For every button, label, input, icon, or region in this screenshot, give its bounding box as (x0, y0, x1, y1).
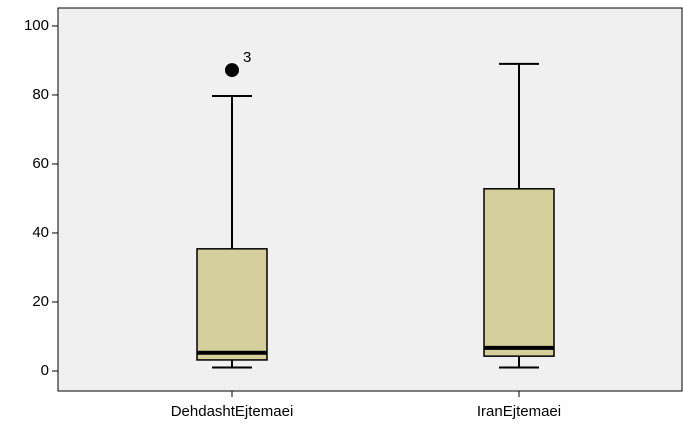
box (196, 248, 268, 361)
y-tick-label: 60 (32, 155, 49, 172)
plot-area (57, 7, 683, 392)
box (483, 188, 555, 357)
outlier-label: 3 (243, 49, 251, 66)
x-tick-label: DehdashtEjtemaei (171, 403, 294, 420)
y-tick-label: 80 (32, 86, 49, 103)
y-tick-label: 0 (41, 362, 49, 379)
y-tick-label: 100 (24, 17, 49, 34)
y-tick-label: 20 (32, 293, 49, 310)
outlier (225, 63, 239, 78)
y-tick-label: 40 (32, 224, 49, 241)
x-tick-label: IranEjtemaei (477, 403, 561, 420)
